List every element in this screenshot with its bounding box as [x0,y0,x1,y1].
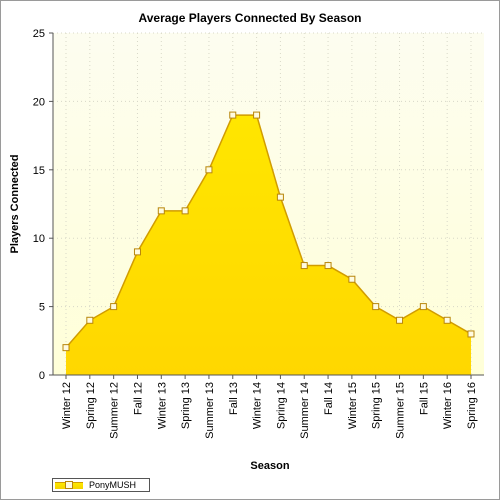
data-point [372,303,380,311]
data-point [419,303,427,311]
data-point [62,344,70,352]
x-tick-label-6: Summer 13 [204,382,216,439]
x-tick-label-12: Winter 15 [347,382,359,429]
legend-swatch-icon [55,479,85,491]
data-point [324,262,332,270]
x-axis-label: Season [250,460,289,472]
data-point [205,166,213,174]
x-tick-label-3: Fall 12 [132,382,144,415]
data-point [157,207,165,215]
y-tick-label-1: 5 [39,302,45,314]
data-point [467,330,475,338]
data-point [133,248,141,256]
y-tick-label-4: 20 [33,96,45,108]
x-tick-label-10: Summer 14 [299,382,311,439]
data-point [348,275,356,283]
x-tick-label-1: Spring 12 [85,382,97,429]
x-tick-label-0: Winter 12 [61,382,73,429]
x-tick-label-4: Winter 13 [156,382,168,429]
data-point [300,262,308,270]
series-line [65,114,472,349]
data-point [253,111,261,119]
y-tick-label-3: 15 [33,165,45,177]
area-fill [66,115,471,375]
area-series [65,114,472,375]
chart-title: Average Players Connected By Season [139,11,362,25]
legend: PonyMUSH [52,478,150,492]
x-tick-label-9: Spring 14 [275,382,287,429]
data-point [396,316,404,324]
x-axis-ticks: Winter 12 Spring 12 Summer 12 Fall 12 Winter… [61,375,478,439]
y-axis-ticks: 0 5 10 15 20 25 [33,28,53,382]
axes [52,33,484,376]
x-tick-label-16: Winter 16 [442,382,454,429]
y-tick-label-0: 0 [39,370,45,382]
x-tick-label-2: Summer 12 [109,382,121,439]
data-point [443,316,451,324]
x-tick-label-11: Fall 14 [323,382,335,415]
x-tick-label-5: Spring 13 [180,382,192,429]
data-point [181,207,189,215]
x-tick-label-13: Spring 15 [371,382,383,429]
data-point [110,303,118,311]
x-tick-label-7: Fall 13 [228,382,240,415]
legend-label: PonyMUSH [89,480,137,490]
y-tick-label-5: 25 [33,28,45,40]
x-tick-label-17: Spring 16 [466,382,478,429]
x-tick-label-15: Fall 15 [418,382,430,415]
y-axis-label: Players Connected [9,154,21,253]
x-tick-label-8: Winter 14 [252,382,264,429]
data-point [229,111,237,119]
data-point [276,193,284,201]
y-tick-label-2: 10 [33,233,45,245]
data-markers [62,111,475,352]
x-tick-label-14: Summer 15 [395,382,407,439]
data-point [86,316,94,324]
